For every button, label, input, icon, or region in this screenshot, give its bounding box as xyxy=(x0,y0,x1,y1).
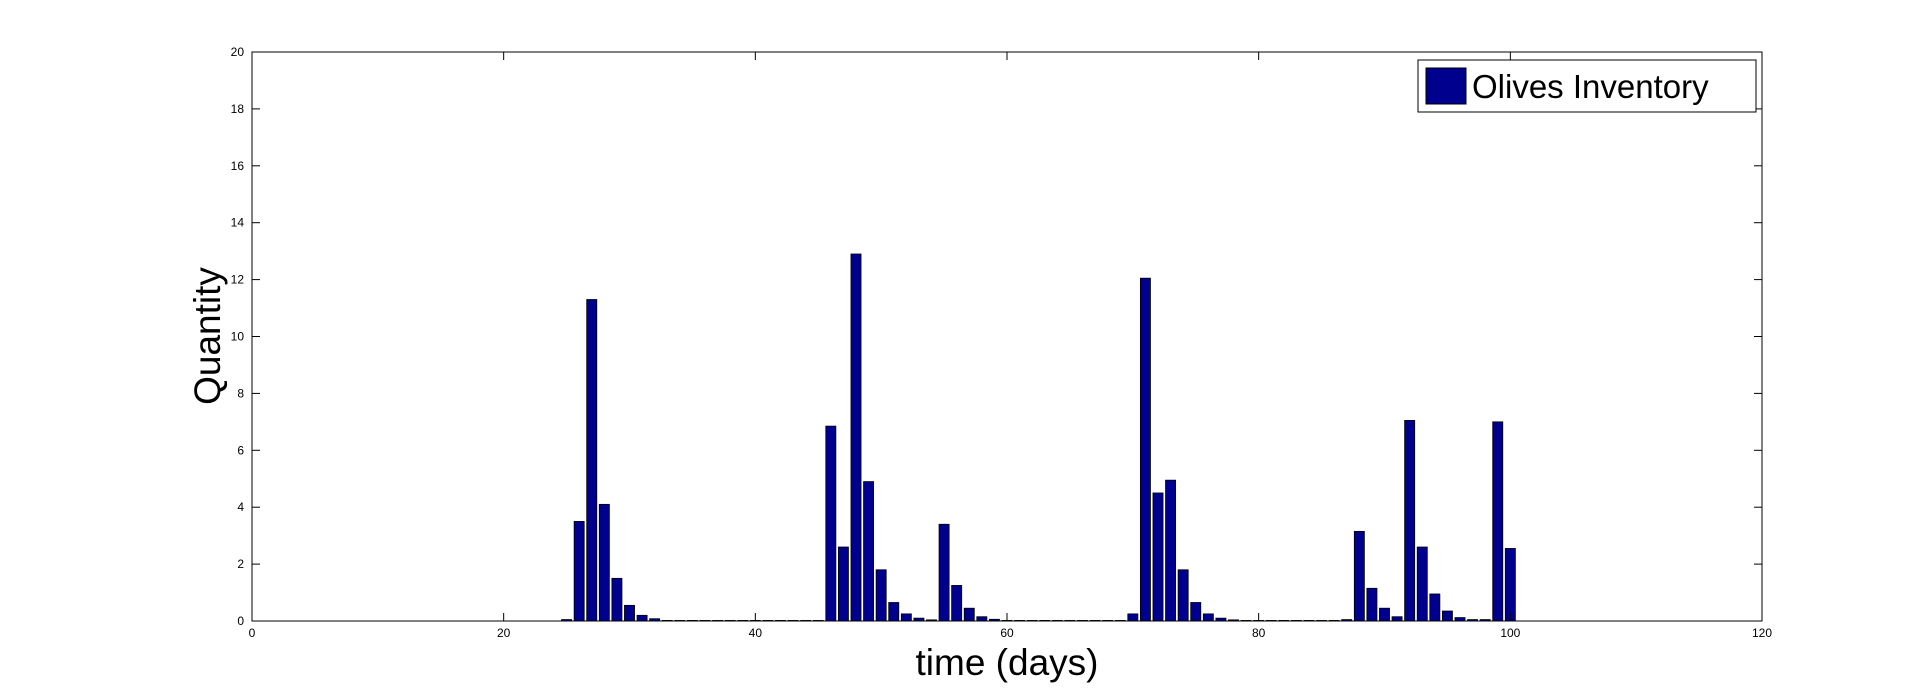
bar xyxy=(951,585,963,622)
bar xyxy=(1152,492,1164,622)
bar xyxy=(1139,277,1151,622)
x-tick-label: 80 xyxy=(1252,626,1266,640)
y-tick-label: 16 xyxy=(231,159,245,173)
bar xyxy=(1127,613,1139,622)
bar xyxy=(938,523,950,622)
x-tick-label: 100 xyxy=(1500,626,1520,640)
y-tick-label: 12 xyxy=(231,273,245,287)
y-tick-label: 14 xyxy=(231,216,245,230)
bar xyxy=(1416,546,1428,622)
bar xyxy=(888,602,900,622)
y-tick-label: 4 xyxy=(237,500,244,514)
bar xyxy=(963,607,975,622)
y-tick-label: 0 xyxy=(237,614,244,628)
bar xyxy=(624,604,635,622)
x-axis-label: time (days) xyxy=(916,642,1099,683)
x-tick-label: 0 xyxy=(249,626,256,640)
bar xyxy=(850,253,862,622)
legend-box xyxy=(1417,59,1757,113)
x-tick-label: 20 xyxy=(497,626,511,640)
y-axis-label: Quantity xyxy=(187,267,228,405)
bar xyxy=(1190,602,1202,622)
bar xyxy=(1177,569,1189,622)
bar xyxy=(586,299,598,622)
legend-label: Olives Inventory xyxy=(1472,68,1709,105)
bar xyxy=(837,546,849,622)
bar xyxy=(1454,617,1466,622)
bar xyxy=(863,481,875,622)
bar xyxy=(1379,607,1390,622)
bar xyxy=(1404,420,1416,622)
y-tick-label: 20 xyxy=(231,45,245,59)
x-tick-label: 120 xyxy=(1752,626,1772,640)
bar xyxy=(1504,548,1516,622)
bar xyxy=(573,521,585,622)
y-tick-label: 6 xyxy=(237,443,244,457)
bar xyxy=(1202,613,1214,622)
bar xyxy=(1492,421,1504,622)
bar xyxy=(1441,610,1453,622)
bar xyxy=(1353,530,1365,622)
bar xyxy=(598,503,610,622)
bar xyxy=(636,614,648,622)
bar xyxy=(1429,593,1441,622)
y-tick-label: 2 xyxy=(237,557,244,571)
x-tick-label: 60 xyxy=(1000,626,1014,640)
bar xyxy=(875,569,887,622)
y-tick-label: 8 xyxy=(237,386,244,400)
y-tick-label: 18 xyxy=(231,102,245,116)
bar xyxy=(976,616,988,622)
x-tick-label: 40 xyxy=(749,626,763,640)
bar xyxy=(1165,479,1177,622)
bar xyxy=(825,425,837,622)
y-tick-label: 10 xyxy=(231,330,245,344)
legend-swatch xyxy=(1425,67,1467,105)
bar xyxy=(1366,587,1378,622)
bar xyxy=(611,577,623,622)
bar xyxy=(900,613,912,622)
bar xyxy=(1391,616,1403,622)
